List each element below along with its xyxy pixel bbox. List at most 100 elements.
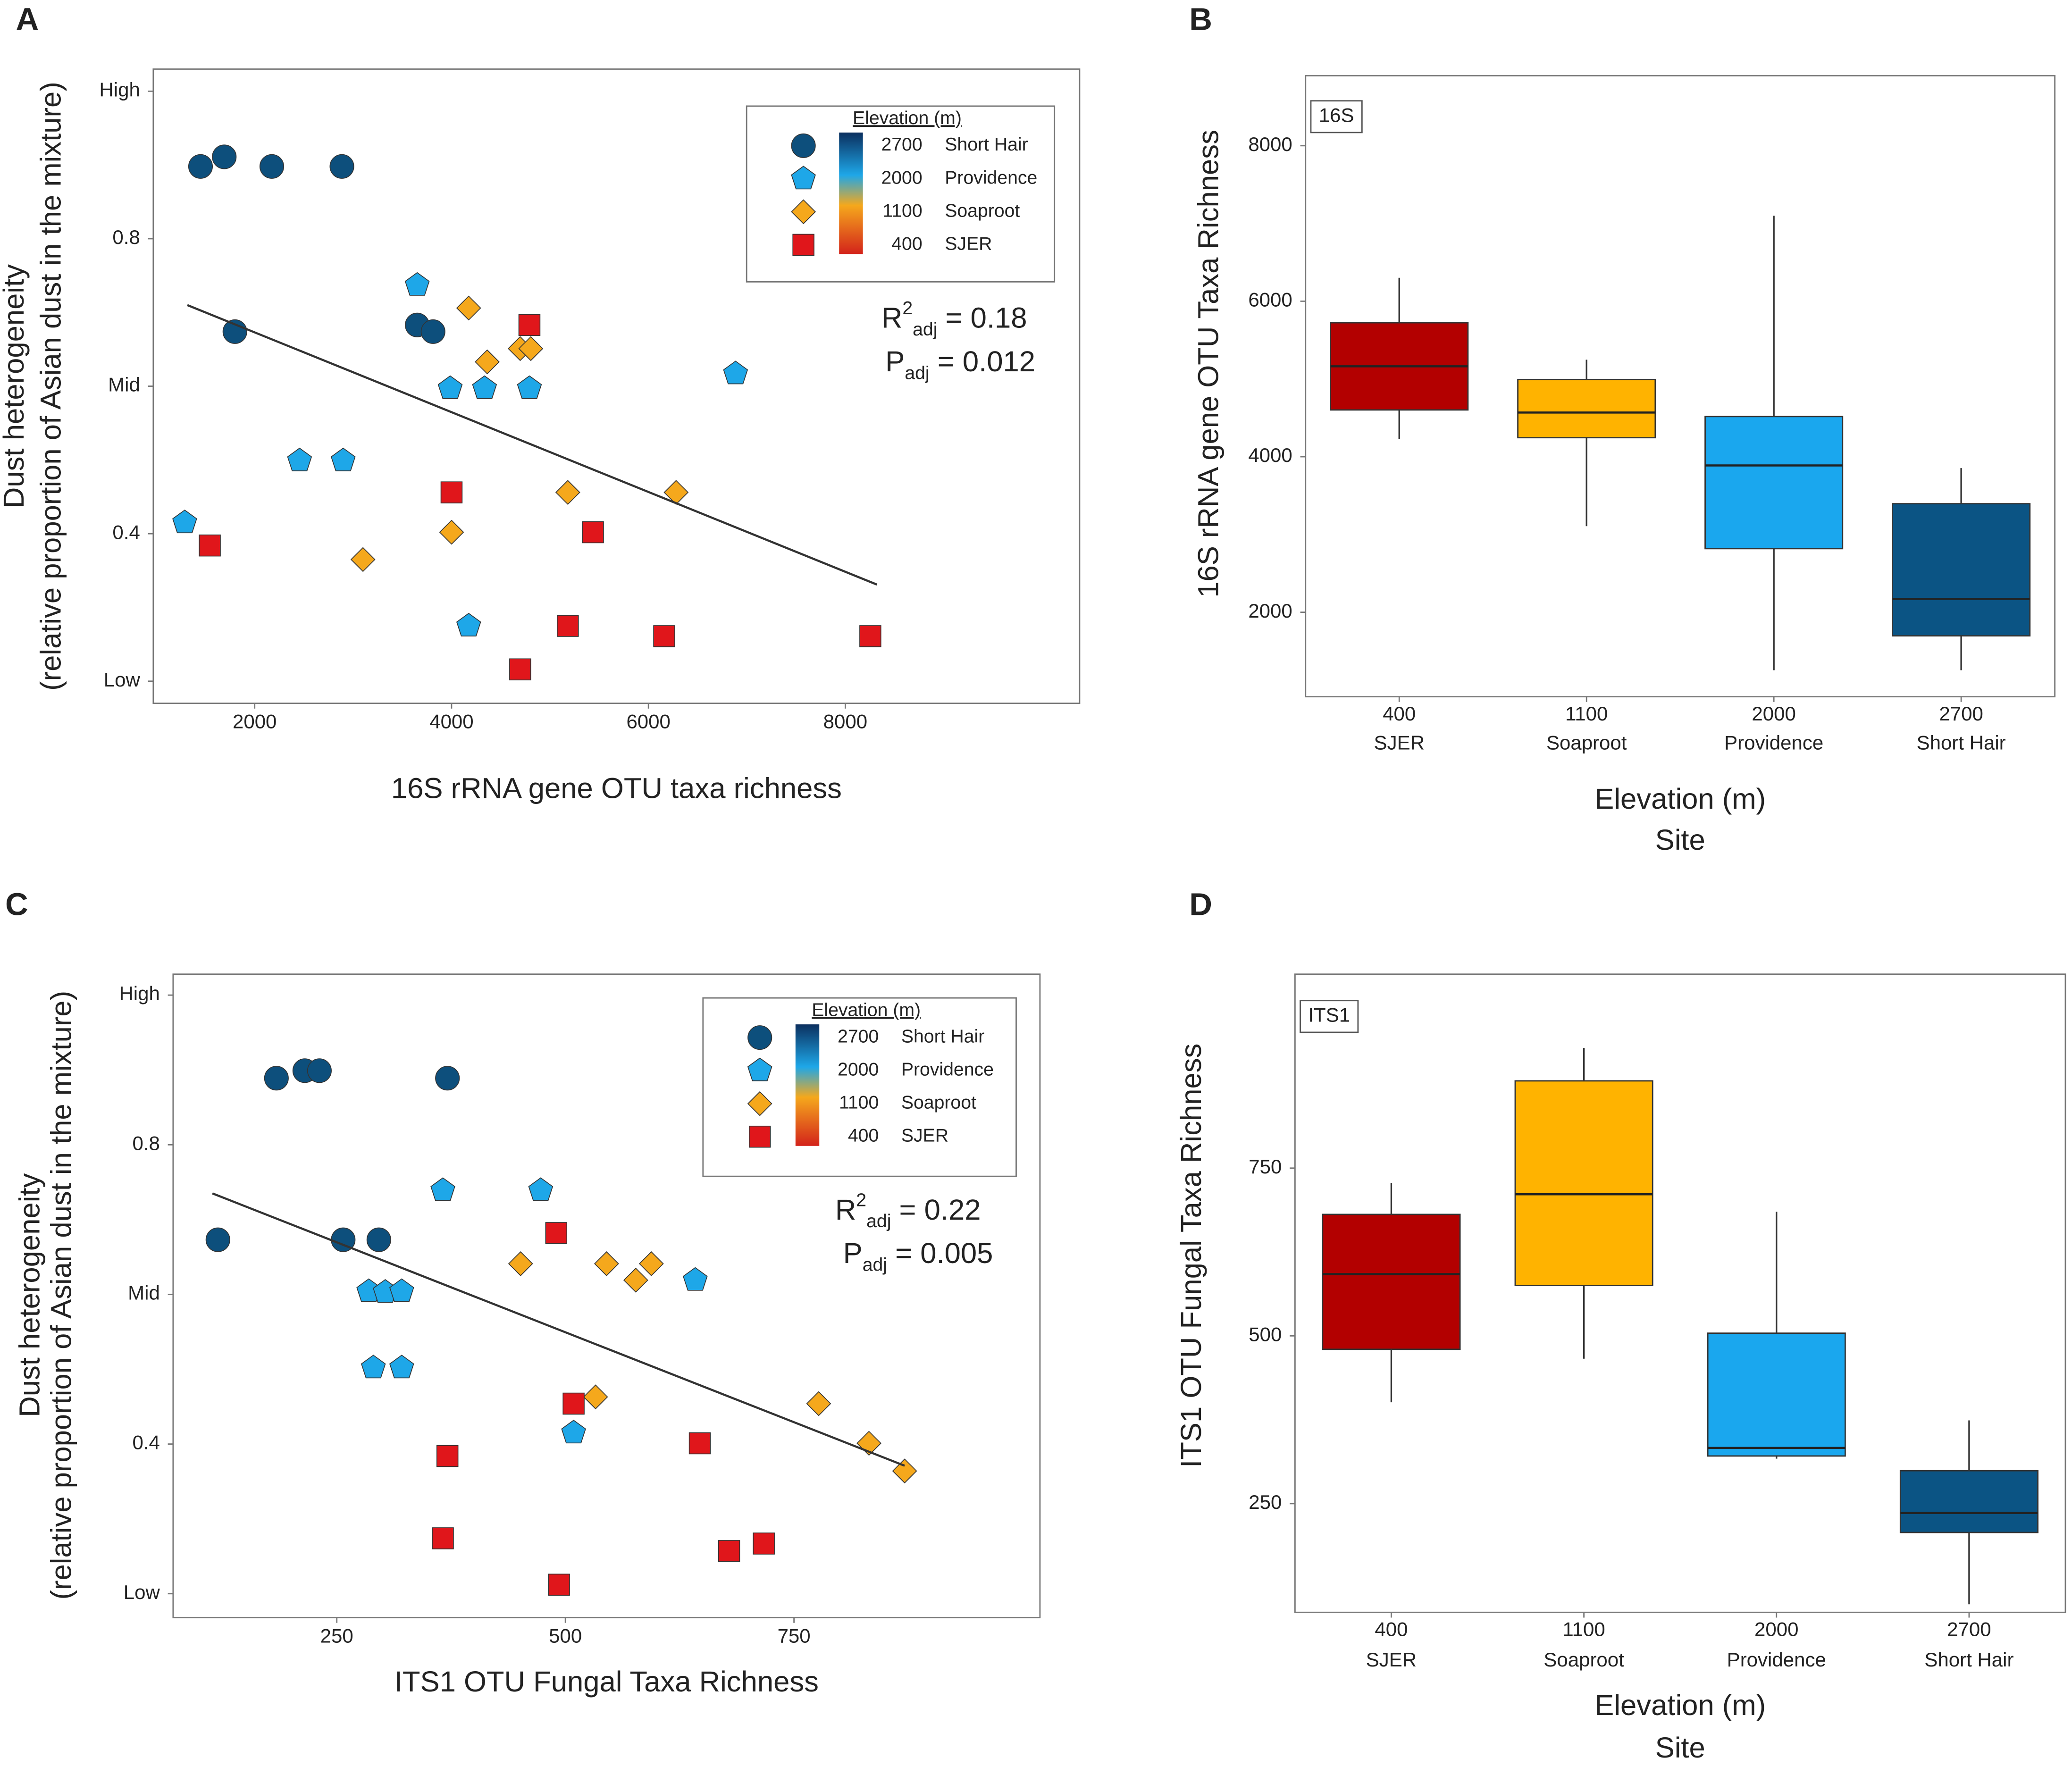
x-tick-label: SJER <box>1374 732 1425 754</box>
y-tick-label: 0.8 <box>112 226 140 248</box>
x-axis-title: ITS1 OTU Fungal Taxa Richness <box>394 1666 819 1698</box>
y-tick-label: 4000 <box>1248 444 1292 466</box>
x-tick-label: Providence <box>1724 732 1823 754</box>
y-axis-title: Dust heterogeneity <box>0 264 30 508</box>
point <box>561 1420 586 1444</box>
point <box>437 375 463 399</box>
stat-sup: 2 <box>902 298 913 318</box>
x-tick-label: 750 <box>778 1625 811 1647</box>
y-tick-label: 6000 <box>1248 289 1292 311</box>
point <box>518 314 541 336</box>
x-tick-label: 2000 <box>1754 1618 1798 1640</box>
y-tick-label: Mid <box>108 374 140 396</box>
legend-elevation: 2700 <box>838 1027 879 1047</box>
stat-symbol: R <box>835 1194 856 1226</box>
point <box>545 1222 568 1244</box>
point <box>509 658 531 680</box>
legend-marker <box>791 166 816 190</box>
inset-label: 16S <box>1319 104 1354 126</box>
y-tick-label: Low <box>124 1581 160 1603</box>
point <box>562 1392 585 1415</box>
point <box>723 360 748 385</box>
point <box>436 1445 459 1467</box>
point <box>683 1267 708 1291</box>
x-tick-label: 400 <box>1375 1618 1408 1640</box>
point <box>430 1177 455 1201</box>
point <box>329 154 354 179</box>
panel-letter: C <box>5 887 28 922</box>
point <box>517 375 542 399</box>
point <box>859 625 881 647</box>
stat-text: = 0.18 <box>937 302 1027 335</box>
x-tick-label: SJER <box>1366 1649 1417 1671</box>
inset-frame <box>1310 100 1363 134</box>
x-tick-label: Short Hair <box>1917 732 2006 754</box>
legend-label: Short Hair <box>945 134 1028 155</box>
point <box>456 612 481 636</box>
legend-marker <box>791 199 816 225</box>
y-axis-title: ITS1 OTU Fungal Taxa Richness <box>1175 1044 1208 1468</box>
x-axis-title: Site <box>1655 1732 1705 1764</box>
point <box>623 1267 648 1293</box>
legend-elevation: 1100 <box>882 201 922 221</box>
point <box>555 480 580 505</box>
y-axis-title: (relative proportion of Asian dust in th… <box>45 991 78 1600</box>
x-tick-label: 2000 <box>233 711 277 733</box>
legend-label: Soaproot <box>945 201 1020 221</box>
point <box>307 1058 332 1083</box>
plot-frame <box>1294 973 2066 1613</box>
x-tick-label: Providence <box>1727 1649 1826 1671</box>
y-tick-label: High <box>119 982 159 1004</box>
legend-elevation: 2000 <box>838 1060 879 1080</box>
stat: R2adj = 0.18 <box>881 298 1027 340</box>
box <box>1704 416 1844 550</box>
point <box>420 319 445 344</box>
y-tick-label: 8000 <box>1248 133 1292 155</box>
box <box>1899 1470 2038 1533</box>
legend-elevation: 1100 <box>839 1093 879 1113</box>
x-axis-title: 16S rRNA gene OTU taxa richness <box>391 772 842 805</box>
point <box>212 144 237 169</box>
legend-elevation: 400 <box>891 234 922 254</box>
y-tick-label: 750 <box>1249 1155 1282 1178</box>
point <box>264 1066 289 1091</box>
stat-symbol: R <box>881 302 902 335</box>
x-tick-label: 400 <box>1383 703 1416 725</box>
x-tick-label: Short Hair <box>1924 1649 2013 1671</box>
legend-colorbar <box>795 1024 820 1146</box>
y-tick-label: Mid <box>128 1282 160 1304</box>
legend-label: SJER <box>945 234 992 254</box>
stat: Padj = 0.012 <box>885 345 1035 383</box>
point <box>653 625 675 647</box>
point <box>259 154 285 179</box>
box <box>1322 1214 1461 1350</box>
y-axis-title: (relative proportion of Asian dust in th… <box>34 82 67 691</box>
y-tick-label: High <box>99 78 140 100</box>
stat-sub: adj <box>905 363 929 384</box>
point <box>753 1532 775 1555</box>
point <box>456 295 481 321</box>
point <box>518 336 544 361</box>
point <box>432 1527 454 1549</box>
x-tick-label: 1100 <box>1565 703 1608 725</box>
point <box>508 1251 533 1276</box>
point <box>404 272 430 296</box>
point <box>188 154 213 179</box>
legend-elevation: 2700 <box>881 134 922 155</box>
legend-marker <box>748 1125 771 1148</box>
y-tick-label: 500 <box>1249 1323 1282 1345</box>
legend-marker <box>747 1025 772 1050</box>
panel-letter: D <box>1189 887 1212 922</box>
plot-frame <box>1305 75 2055 698</box>
point <box>583 1384 608 1410</box>
x-tick-label: 2700 <box>1939 703 1983 725</box>
legend-label: Providence <box>901 1060 994 1080</box>
fit-line <box>187 304 878 586</box>
point <box>389 1278 414 1302</box>
panel-letter: A <box>16 1 39 37</box>
box <box>1517 378 1656 439</box>
x-tick-label: 2000 <box>1752 703 1795 725</box>
stat-sub: adj <box>863 1255 887 1275</box>
legend-title: Elevation (m) <box>812 1000 921 1020</box>
